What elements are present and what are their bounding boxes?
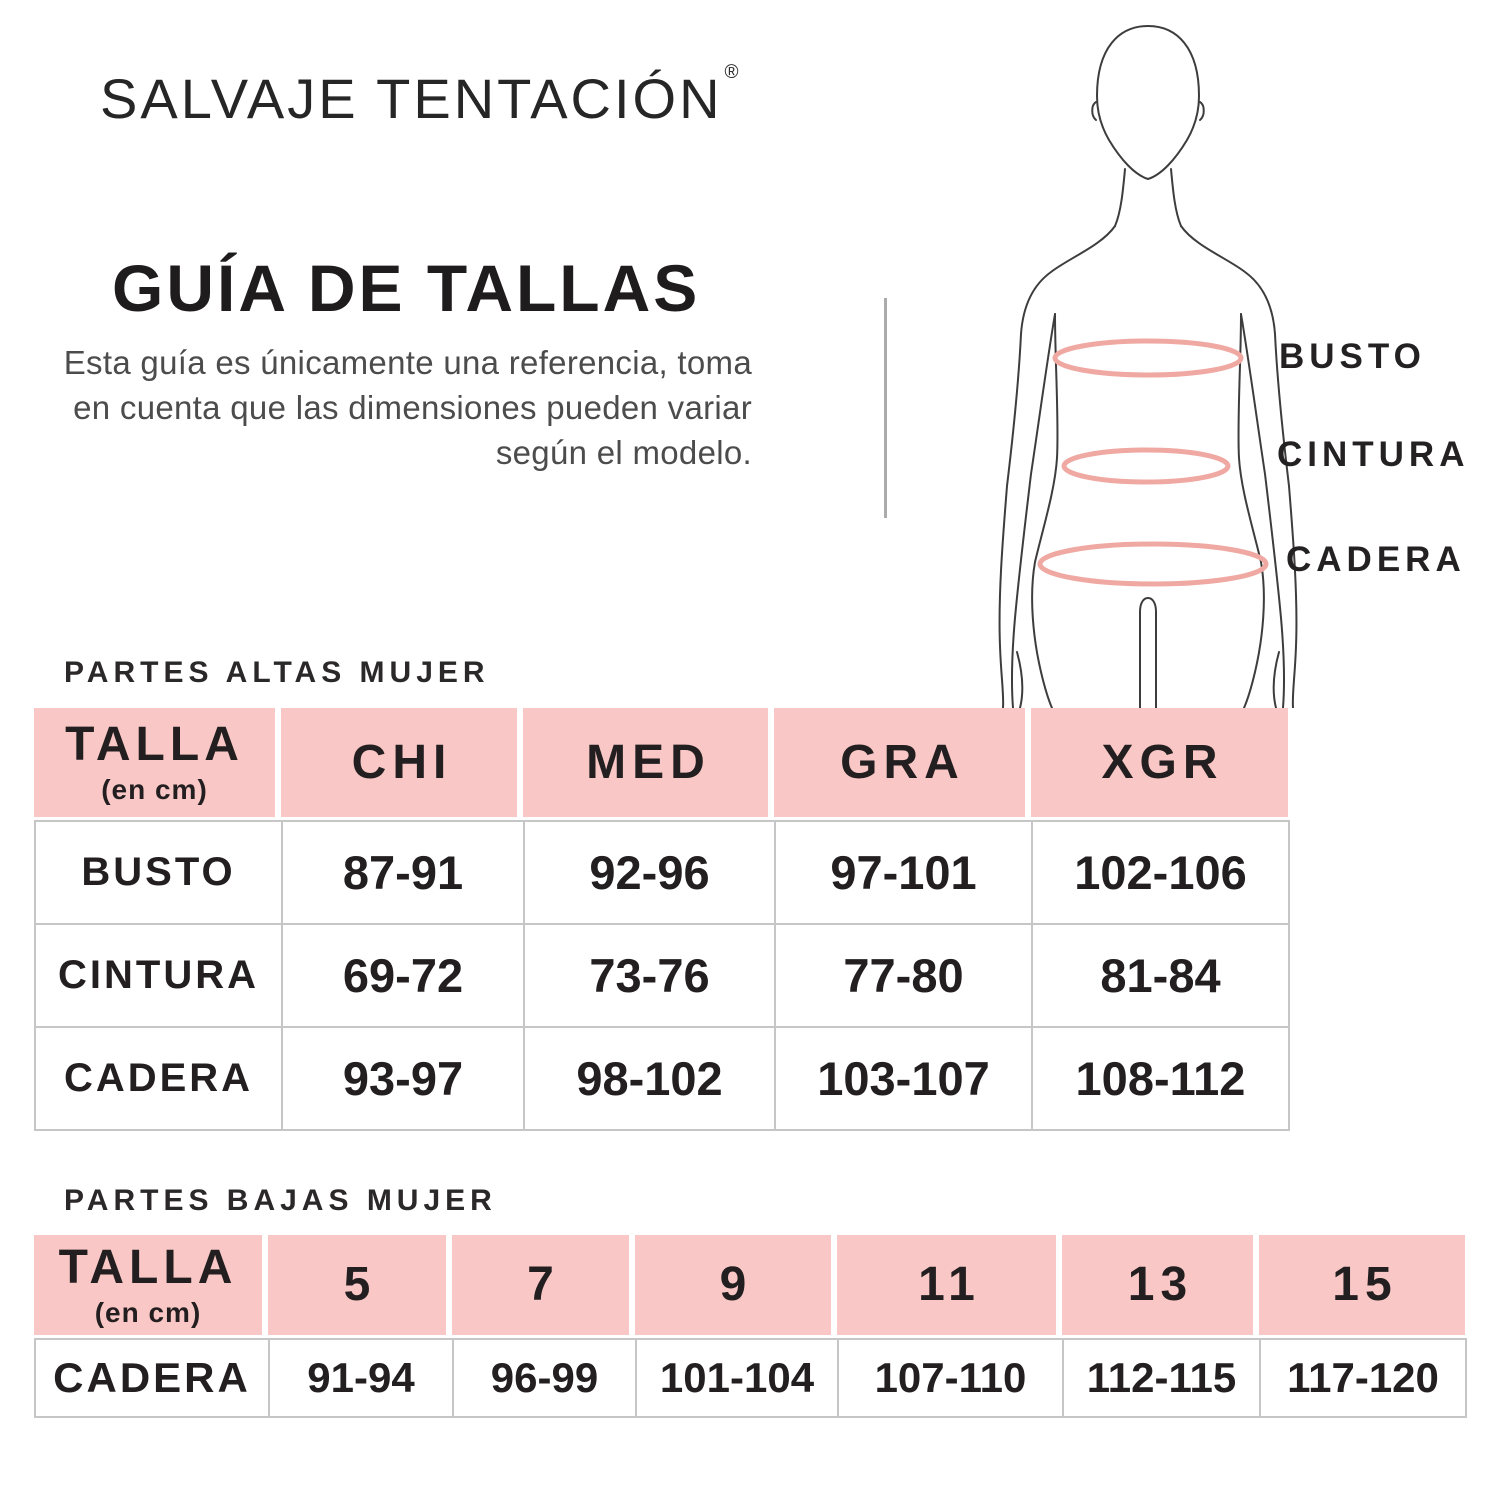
upper-table-header: TALLA (en cm) CHI MED GRA XGR xyxy=(34,708,1288,817)
row-label: CADERA xyxy=(34,1338,270,1418)
upper-sizes-table: BUSTO 87-91 92-96 97-101 102-106 CINTURA… xyxy=(34,820,1290,1131)
row-label: CADERA xyxy=(34,1026,283,1131)
bust-ring-icon xyxy=(1052,338,1244,378)
size-cell: 91-94 xyxy=(268,1338,454,1418)
waist-label: CINTURA xyxy=(1277,435,1470,474)
header-cell-talla: TALLA (en cm) xyxy=(34,708,281,817)
table-row-cadera: CADERA 93-97 98-102 103-107 108-112 xyxy=(34,1026,1290,1131)
hip-label: CADERA xyxy=(1286,540,1466,579)
table-row-cintura: CINTURA 69-72 73-76 77-80 81-84 xyxy=(34,923,1290,1028)
size-heading: 15 xyxy=(1332,1258,1398,1311)
talla-heading: TALLA xyxy=(65,718,244,771)
vertical-divider xyxy=(884,298,887,518)
size-cell: 92-96 xyxy=(523,820,776,925)
header-cell-size: XGR xyxy=(1031,708,1288,817)
upper-table-section-label: PARTES ALTAS MUJER xyxy=(64,656,490,689)
size-cell: 108-112 xyxy=(1031,1026,1290,1131)
size-cell: 107-110 xyxy=(837,1338,1064,1418)
header-cell-size: 15 xyxy=(1259,1235,1465,1335)
size-cell: 93-97 xyxy=(281,1026,525,1131)
size-cell: 98-102 xyxy=(523,1026,776,1131)
lower-sizes-table: CADERA 91-94 96-99 101-104 107-110 112-1… xyxy=(34,1338,1467,1418)
registered-trademark-icon: ® xyxy=(724,62,742,83)
size-cell: 117-120 xyxy=(1259,1338,1467,1418)
size-cell: 97-101 xyxy=(774,820,1033,925)
lower-table-section-label: PARTES BAJAS MUJER xyxy=(64,1184,497,1217)
header-cell-size: 5 xyxy=(268,1235,452,1335)
header-cell-size: 7 xyxy=(452,1235,635,1335)
size-cell: 87-91 xyxy=(281,820,525,925)
size-heading: 13 xyxy=(1127,1258,1194,1311)
size-heading: 9 xyxy=(719,1258,753,1311)
size-heading: GRA xyxy=(840,735,965,789)
size-cell: 112-115 xyxy=(1062,1338,1261,1418)
size-cell: 73-76 xyxy=(523,923,776,1028)
header-cell-size: CHI xyxy=(281,708,523,817)
body-outline xyxy=(998,24,1298,708)
table-row-busto: BUSTO 87-91 92-96 97-101 102-106 xyxy=(34,820,1290,925)
size-heading: 7 xyxy=(527,1258,560,1311)
header-cell-size: GRA xyxy=(774,708,1031,817)
brand-name: SALVAJE TENTACIÓN xyxy=(100,67,723,130)
header-cell-talla: TALLA (en cm) xyxy=(34,1235,268,1335)
size-cell: 69-72 xyxy=(281,923,525,1028)
lower-table-header: TALLA (en cm) 5 7 9 11 13 15 xyxy=(34,1235,1465,1335)
size-cell: 77-80 xyxy=(774,923,1033,1028)
talla-unit: (en cm) xyxy=(101,774,208,805)
brand-logo: SALVAJE TENTACIÓN ® xyxy=(100,62,740,131)
talla-unit: (en cm) xyxy=(94,1296,202,1328)
measurement-rings xyxy=(1037,338,1269,587)
guide-description: Esta guía es únicamente una referencia, … xyxy=(63,344,752,471)
size-heading: 5 xyxy=(343,1258,377,1311)
waist-ring-icon xyxy=(1061,447,1231,485)
female-silhouette-illustration xyxy=(998,24,1298,708)
size-cell: 96-99 xyxy=(452,1338,637,1418)
header-cell-size: 13 xyxy=(1062,1235,1259,1335)
header-cell-size: MED xyxy=(523,708,774,817)
size-cell: 103-107 xyxy=(774,1026,1033,1131)
size-heading: 11 xyxy=(918,1258,981,1311)
header-cell-size: 11 xyxy=(837,1235,1062,1335)
hip-ring-icon xyxy=(1037,541,1269,587)
size-cell: 102-106 xyxy=(1031,820,1290,925)
size-heading: CHI xyxy=(351,735,453,789)
talla-heading: TALLA xyxy=(58,1240,238,1294)
size-cell: 101-104 xyxy=(635,1338,839,1418)
row-label: CINTURA xyxy=(34,923,283,1028)
table-row-cadera: CADERA 91-94 96-99 101-104 107-110 112-1… xyxy=(34,1338,1467,1418)
header-cell-size: 9 xyxy=(635,1235,837,1335)
size-cell: 81-84 xyxy=(1031,923,1290,1028)
size-heading: MED xyxy=(586,735,711,789)
row-label: BUSTO xyxy=(34,820,283,925)
page-title: GUÍA DE TALLAS xyxy=(112,251,701,325)
bust-label: BUSTO xyxy=(1279,337,1426,376)
size-heading: XGR xyxy=(1101,735,1224,789)
